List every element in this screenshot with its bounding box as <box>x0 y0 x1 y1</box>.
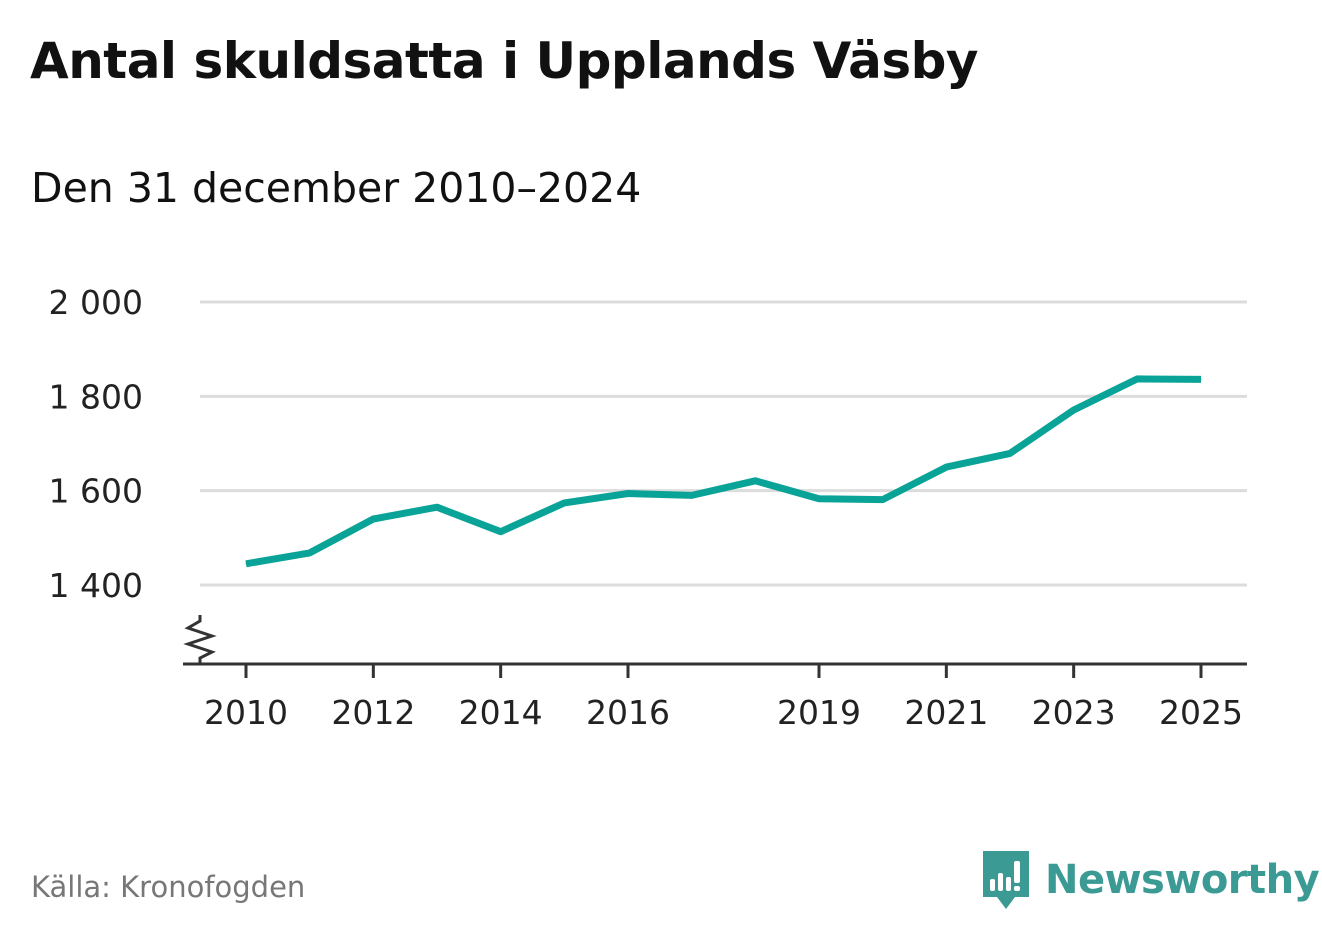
x-tick-label: 2014 <box>459 693 543 732</box>
x-tick-label: 2021 <box>904 693 988 732</box>
y-tick-label: 1 400 <box>49 566 143 605</box>
y-tick-label: 1 600 <box>49 472 143 511</box>
data-point <box>309 552 311 554</box>
chart-subtitle: Den 31 december 2010–2024 <box>31 164 642 212</box>
data-point <box>1200 378 1202 380</box>
data-point <box>818 498 820 500</box>
data-point <box>500 531 502 533</box>
x-tick-label: 2025 <box>1159 693 1243 732</box>
data-point <box>1009 452 1011 454</box>
y-tick-label: 1 800 <box>49 377 143 416</box>
data-point <box>882 499 884 501</box>
data-point <box>691 494 693 496</box>
bar-chart-speech-bubble-icon <box>983 851 1029 909</box>
data-point <box>754 480 756 482</box>
gridlines <box>200 300 1247 587</box>
brand-name: Newsworthy <box>1045 857 1320 903</box>
data-point <box>945 466 947 468</box>
x-axis-tick-labels: 2010 2012 2014 2016 2019 2021 2023 2025 <box>204 664 1243 732</box>
source-note: Källa: Kronofogden <box>31 870 306 904</box>
x-tick-label: 2012 <box>331 693 415 732</box>
data-point <box>372 518 374 520</box>
series-layer <box>245 375 1202 568</box>
chart-title: Antal skuldsatta i Upplands Väsby <box>30 32 978 90</box>
axis-break-symbol <box>183 615 217 664</box>
data-point <box>563 502 565 504</box>
y-tick-label: 2 000 <box>49 283 143 322</box>
x-tick-label: 2010 <box>204 693 288 732</box>
x-tick-label: 2016 <box>586 693 670 732</box>
data-point <box>245 563 247 565</box>
x-tick-label: 2019 <box>777 693 861 732</box>
y-axis-tick-labels: 1 400 1 600 1 800 2 000 <box>49 283 143 605</box>
data-point <box>436 506 438 508</box>
brand-logo: Newsworthy <box>981 849 1320 911</box>
data-point <box>627 492 629 494</box>
x-axis <box>183 615 1247 666</box>
data-point <box>1073 409 1075 411</box>
x-tick-label: 2023 <box>1032 693 1116 732</box>
data-point <box>1136 378 1138 380</box>
series-line <box>245 375 1202 568</box>
